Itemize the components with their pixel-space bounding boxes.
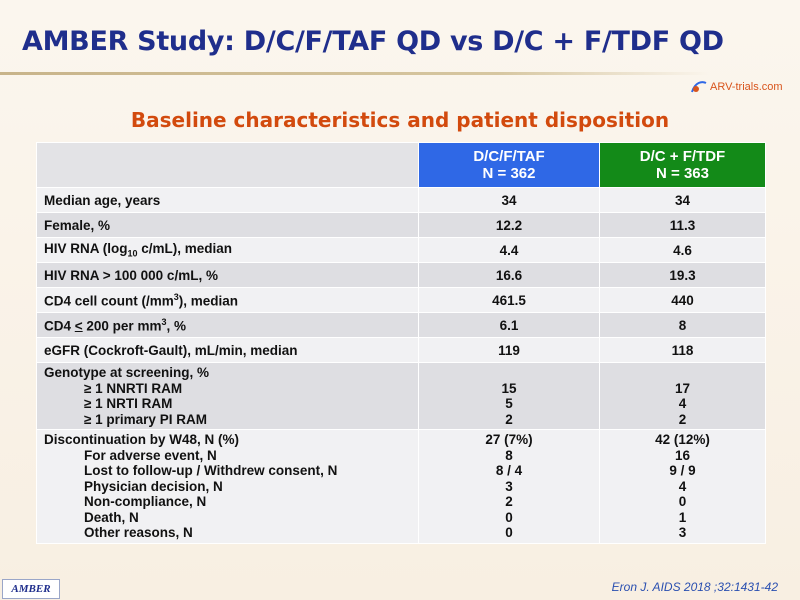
header-daf-taf: D/C/F/TAF N = 362 — [418, 142, 600, 188]
label-superscript: 3 — [161, 316, 167, 327]
header-blank-cell — [36, 142, 419, 188]
row-label: HIV RNA (log10 c/mL), median — [36, 237, 419, 263]
value-col1: 8 / 4 — [495, 463, 523, 478]
value-col1: 4.4 — [418, 237, 600, 263]
value-col2: 440 — [599, 287, 766, 313]
value-col2: 8 — [599, 312, 766, 338]
genotype-row: Genotype at screening, % ≥ 1 NNRTI RAM ≥… — [36, 362, 766, 430]
value-col1: 2 — [505, 411, 513, 427]
table-header-row: D/C/F/TAF N = 362 D/C + F/TDF N = 363 — [36, 142, 766, 188]
value-col2: 4 — [678, 478, 687, 494]
discontinuation-item-label: Physician decision, N — [84, 478, 223, 494]
value-col2: 42 (12%) — [655, 432, 710, 447]
value-col2: 11.3 — [599, 212, 766, 238]
label-part: , % — [166, 318, 186, 334]
value-col1: 3 — [505, 478, 513, 494]
col2-n: N = 363 — [656, 165, 709, 182]
col2-name: D/C + F/TDF — [639, 148, 726, 165]
row-label: eGFR (Cockroft-Gault), mL/min, median — [36, 337, 419, 363]
value-col1: 119 — [418, 337, 600, 363]
genotype-labels: Genotype at screening, % ≥ 1 NNRTI RAM ≥… — [36, 362, 419, 430]
logo-text: ARV-trials.com — [710, 81, 783, 93]
baseline-table: D/C/F/TAF N = 362 D/C + F/TDF N = 363 Medi… — [36, 142, 766, 544]
table-row: CD4 cell count (/mm3), median 461.5 440 — [36, 287, 766, 313]
arv-logo-icon — [690, 80, 708, 94]
value-col1: 27 (7%) — [485, 432, 533, 447]
label-part: HIV RNA (log — [44, 241, 128, 257]
label-part: CD4 — [44, 318, 75, 334]
genotype-values-col2: 17 4 2 — [599, 362, 766, 430]
label-subscript: 10 — [127, 248, 138, 259]
discontinuation-values-col2: 42 (12%) 16 9 / 9 4 0 1 3 — [599, 429, 766, 544]
value-col1: 34 — [418, 187, 600, 213]
genotype-heading: Genotype at screening, % — [44, 365, 210, 380]
value-col2: 19.3 — [599, 262, 766, 288]
value-col2: 16 — [674, 447, 691, 463]
value-col1: 0 — [505, 525, 513, 540]
label-part: 200 per mm — [82, 318, 162, 334]
value-col1: 12.2 — [418, 212, 600, 238]
table-row: HIV RNA > 100 000 c/mL, % 16.6 19.3 — [36, 262, 766, 288]
amber-badge: AMBER — [2, 579, 60, 599]
value-col1: 2 — [505, 494, 513, 509]
discontinuation-item-label: Death, N — [84, 509, 139, 525]
slide-title: AMBER Study: D/C/F/TAF QD vs D/C + F/TDF… — [22, 26, 724, 57]
discontinuation-row: Discontinuation by W48, N (%) For advers… — [36, 429, 766, 544]
row-label: Female, % — [36, 212, 419, 238]
row-label: Median age, years — [36, 187, 419, 213]
header-dc-ftdf: D/C + F/TDF N = 363 — [599, 142, 766, 188]
arv-trials-logo: ARV-trials.com — [690, 80, 783, 94]
table-row: Female, % 12.2 11.3 — [36, 212, 766, 238]
genotype-item-label: ≥ 1 primary PI RAM — [84, 411, 207, 427]
discontinuation-labels: Discontinuation by W48, N (%) For advers… — [36, 429, 419, 544]
discontinuation-item-label: For adverse event, N — [84, 447, 217, 463]
row-label: HIV RNA > 100 000 c/mL, % — [36, 262, 419, 288]
row-label: CD4 cell count (/mm3), median — [36, 287, 419, 313]
value-col1: 8 — [505, 447, 513, 463]
value-col1: 5 — [505, 396, 513, 411]
value-col1: 16.6 — [418, 262, 600, 288]
value-col1: 15 — [501, 380, 517, 396]
value-col2: 9 / 9 — [669, 463, 696, 478]
value-col2: 17 — [674, 380, 691, 396]
discontinuation-heading: Discontinuation by W48, N (%) — [44, 432, 240, 447]
discontinuation-item-label: Non-compliance, N — [84, 494, 207, 509]
table-row: CD4 < 200 per mm3, % 6.1 8 — [36, 312, 766, 338]
row-label: CD4 < 200 per mm3, % — [36, 312, 419, 338]
label-part: ), median — [178, 293, 239, 309]
genotype-item-label: ≥ 1 NNRTI RAM — [84, 380, 183, 396]
label-superscript: 3 — [173, 291, 179, 302]
genotype-item-label: ≥ 1 NRTI RAM — [84, 396, 173, 411]
discontinuation-item-label: Other reasons, N — [84, 525, 193, 540]
col1-name: D/C/F/TAF — [473, 148, 545, 165]
citation: Eron J. AIDS 2018 ;32:1431-42 — [611, 580, 778, 594]
label-underlined: < — [74, 318, 83, 334]
value-col1: 6.1 — [418, 312, 600, 338]
table-row: Median age, years 34 34 — [36, 187, 766, 213]
value-col1: 0 — [505, 509, 513, 525]
col1-n: N = 362 — [482, 165, 536, 182]
value-col2: 118 — [599, 337, 766, 363]
title-divider — [0, 72, 710, 75]
value-col1: 461.5 — [418, 287, 600, 313]
value-col2: 4 — [678, 396, 687, 411]
value-col2: 0 — [678, 494, 687, 509]
value-col2: 34 — [599, 187, 766, 213]
value-col2: 2 — [678, 411, 687, 427]
discontinuation-values-col1: 27 (7%) 8 8 / 4 3 2 0 0 — [418, 429, 600, 544]
table-row: HIV RNA (log10 c/mL), median 4.4 4.6 — [36, 237, 766, 263]
slide-subtitle: Baseline characteristics and patient dis… — [130, 108, 670, 132]
label-part: c/mL), median — [137, 241, 233, 257]
value-col2: 3 — [678, 525, 687, 540]
discontinuation-item-label: Lost to follow-up / Withdrew consent, N — [84, 463, 338, 478]
genotype-values-col1: 15 5 2 — [418, 362, 600, 430]
value-col2: 4.6 — [599, 237, 766, 263]
value-col2: 1 — [678, 509, 687, 525]
label-part: CD4 cell count (/mm — [44, 293, 174, 309]
table-row: eGFR (Cockroft-Gault), mL/min, median 11… — [36, 337, 766, 363]
